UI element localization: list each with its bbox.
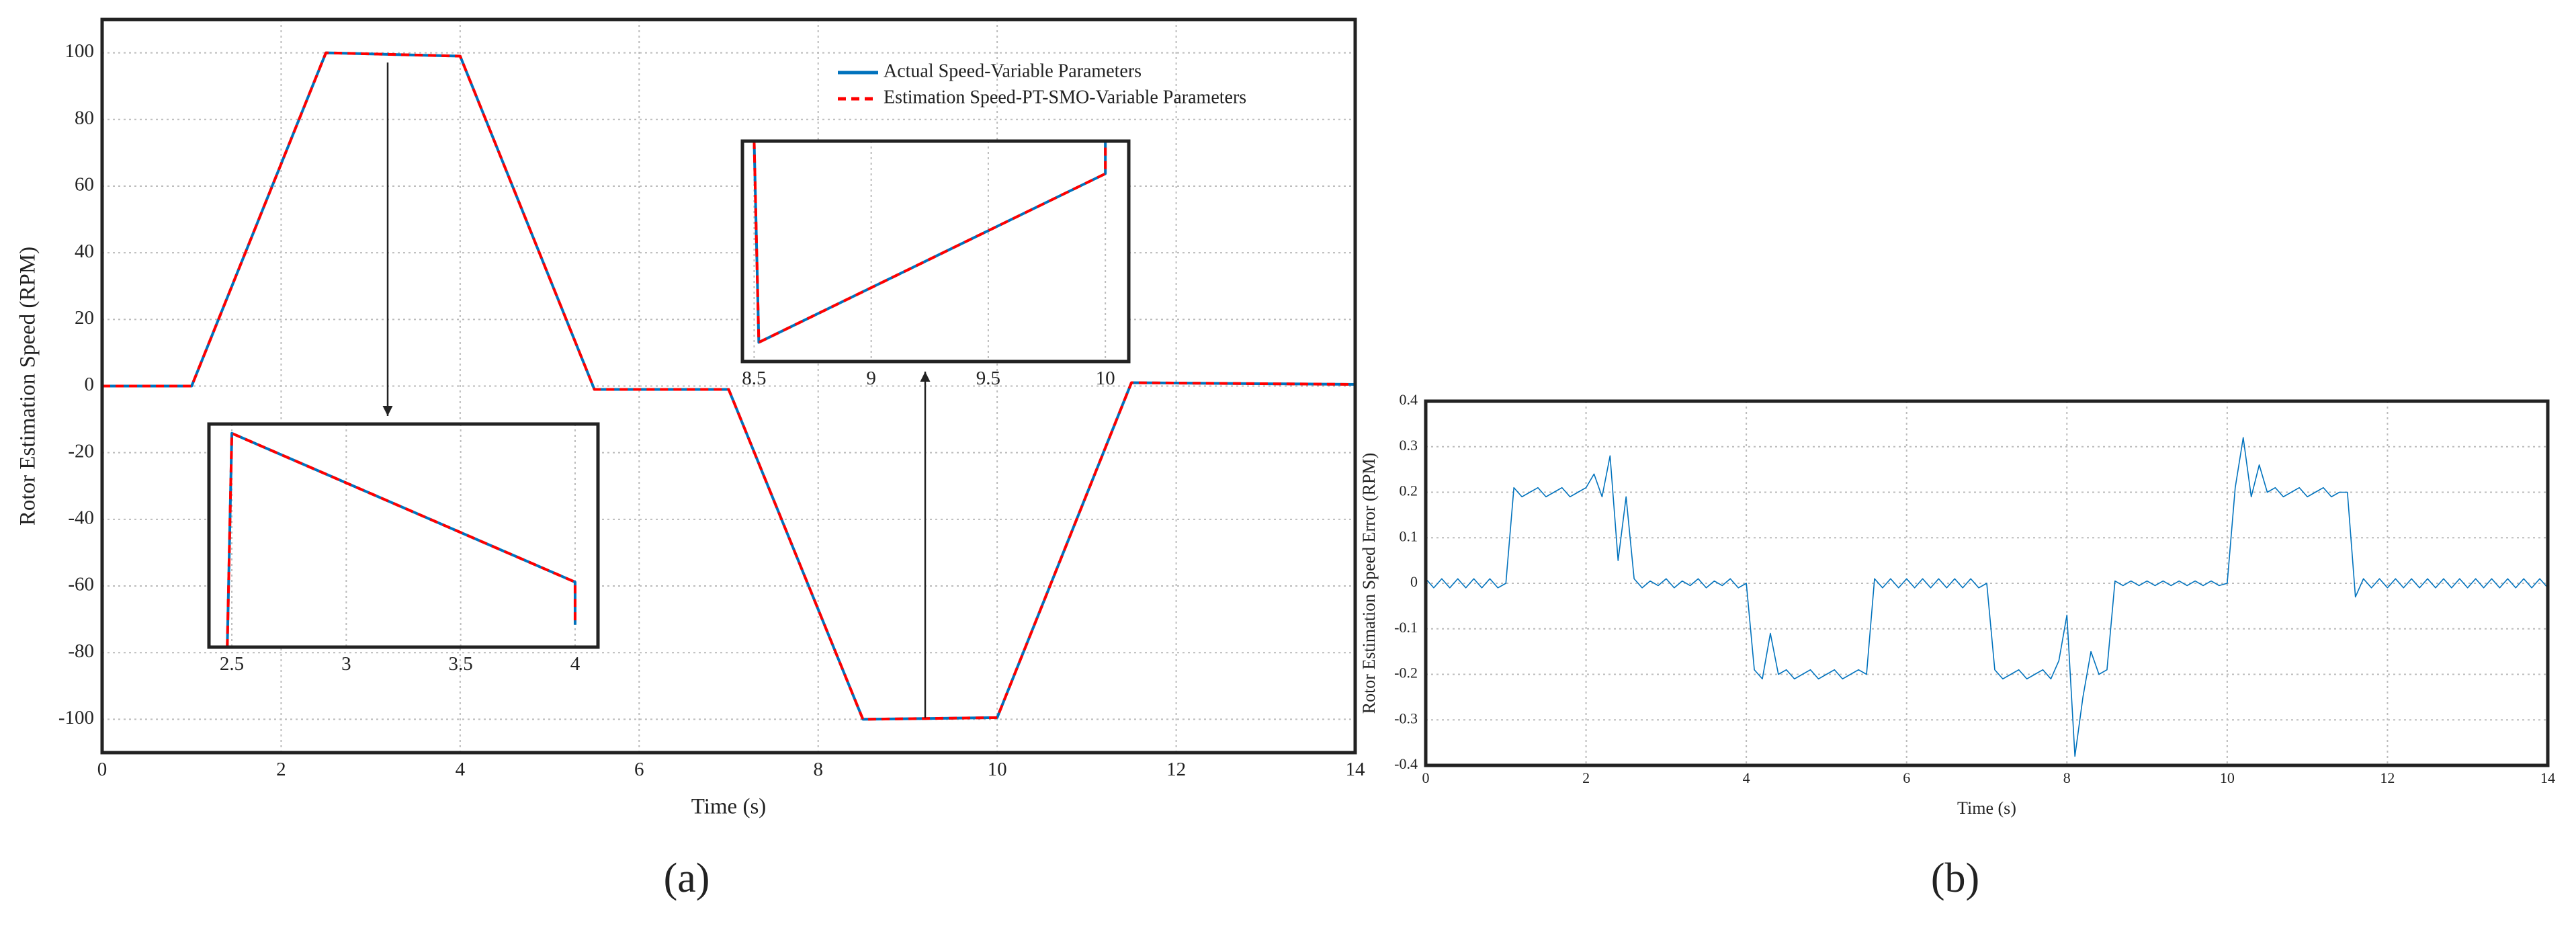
plot-frame [207, 422, 600, 649]
series-line [753, 140, 1107, 344]
panel-label: (a) [664, 855, 710, 901]
y-tick-label: -0.2 [1394, 665, 1418, 681]
y-tick-label: 0.3 [1400, 437, 1418, 454]
y-tick-label: -0.1 [1394, 619, 1418, 636]
y-tick-label: -80 [68, 640, 94, 662]
y-tick-label: 40 [75, 241, 94, 262]
x-tick-label: 12 [2380, 769, 2395, 786]
y-axis-label: Rotor Estimation Speed (RPM) [16, 247, 40, 525]
y-tick-label: 80 [75, 107, 94, 128]
y-tick-label: -0.4 [1394, 755, 1418, 772]
chart: 0 2 4 6 8 10 12 14 -0.4 -0.3 -0.2 -0.1 0 0.1 0.2 0.3 0.4… [1359, 391, 2555, 901]
x-tick-label: 8 [813, 759, 823, 780]
y-axis-label: Rotor Estimation Speed Error (RPM) [1359, 453, 1379, 714]
legend-label: Estimation Speed-PT-SMO-Variable Paramet… [884, 87, 1246, 108]
plot-background [742, 141, 1129, 362]
y-tick-label: -100 [58, 707, 94, 728]
plot-background [209, 424, 598, 647]
x-tick-label: 10 [988, 759, 1007, 780]
x-tick-label: 2 [1582, 769, 1590, 786]
y-tick-label: 100 [65, 40, 95, 62]
x-tick-label: 3 [341, 653, 351, 675]
x-tick-label: 8 [2063, 769, 2071, 786]
x-tick-label: 14 [2540, 769, 2555, 786]
y-tick-label: 0 [1410, 573, 1418, 590]
series-line [226, 431, 576, 648]
y-tick-label: 60 [75, 174, 94, 196]
y-tick-label: 0.1 [1400, 528, 1418, 544]
y-tick-label: -0.3 [1394, 710, 1418, 726]
x-tick-label: 0 [1422, 769, 1430, 786]
x-tick-label: 2 [276, 759, 286, 780]
x-tick-label: 8.5 [742, 368, 766, 389]
chart: 8.5 9 9.5 10 [740, 139, 1131, 389]
x-tick-label: 4 [570, 653, 581, 675]
y-tick-label: 0.4 [1400, 391, 1418, 408]
x-tick-label: 9.5 [976, 368, 1000, 389]
x-tick-label: 12 [1166, 759, 1186, 780]
x-tick-label: 3.5 [449, 653, 473, 675]
y-tick-label: 20 [75, 307, 94, 329]
y-tick-label: -40 [68, 507, 94, 529]
x-tick-label: 6 [1903, 769, 1910, 786]
y-tick-label: 0 [85, 374, 95, 395]
plot-frame [100, 17, 1357, 755]
y-tick-label: 0.2 [1400, 482, 1418, 499]
x-tick-label: 14 [1346, 759, 1366, 780]
x-tick-label: 10 [1096, 368, 1115, 389]
panel-label: (b) [1931, 855, 1979, 901]
x-tick-label: 0 [97, 759, 108, 780]
x-axis-label: Time (s) [1957, 798, 2016, 818]
chart: 2.5 3 3.5 4 [207, 422, 600, 675]
x-tick-label: 9 [866, 368, 876, 389]
plot-frame [1424, 399, 2550, 767]
y-tick-label: -20 [68, 440, 94, 462]
x-axis-label: Time (s) [691, 795, 767, 819]
series-line [1425, 437, 2548, 757]
x-tick-label: 10 [2220, 769, 2235, 786]
plot-frame [740, 139, 1131, 364]
series-line [102, 51, 1356, 721]
x-tick-label: 2.5 [220, 653, 244, 675]
x-tick-label: 4 [456, 759, 466, 780]
x-tick-label: 6 [634, 759, 644, 780]
legend-label: Actual Speed-Variable Parameters [884, 60, 1142, 81]
y-tick-label: -60 [68, 574, 94, 595]
x-tick-label: 4 [1743, 769, 1750, 786]
